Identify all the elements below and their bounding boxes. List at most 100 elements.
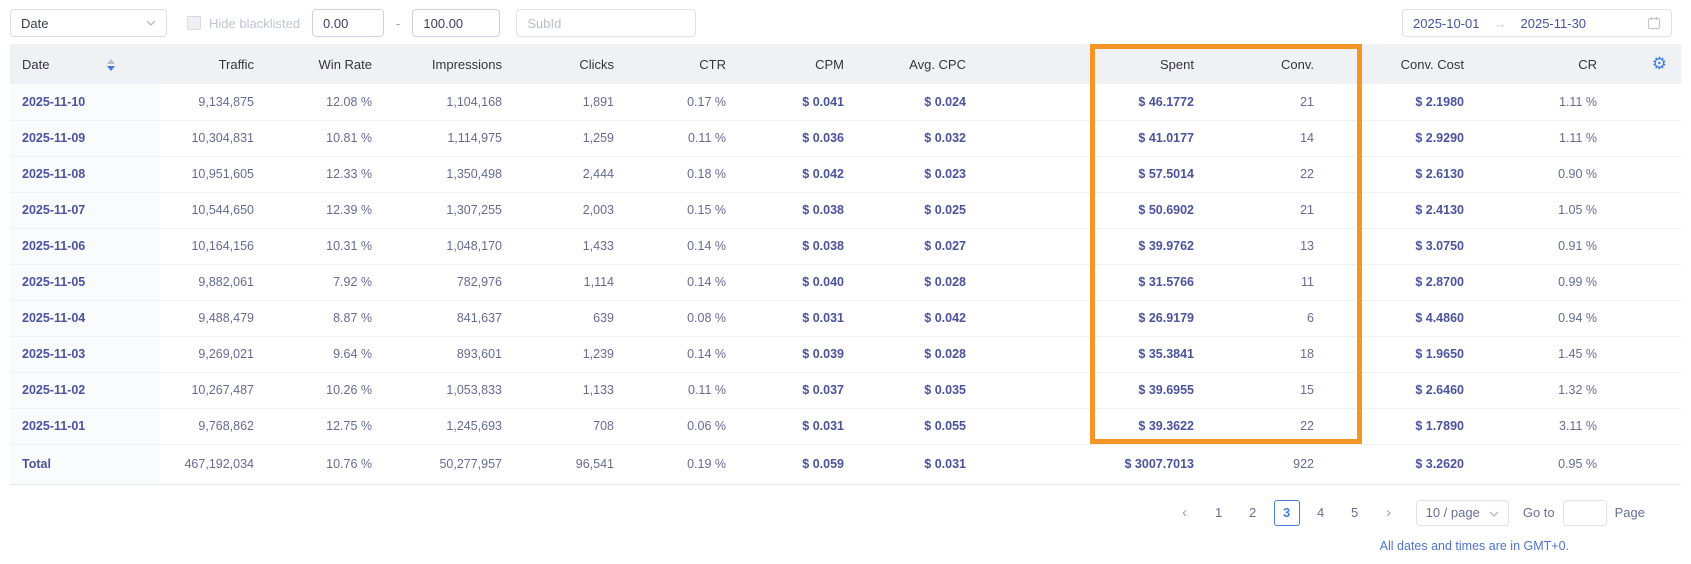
value-cell: 782,976 <box>396 264 526 301</box>
total-label: Total <box>10 443 160 485</box>
value-cell: 96,541 <box>526 443 638 485</box>
date-cell[interactable]: 2025-11-08 <box>10 156 160 193</box>
date-range-end[interactable]: 2025-11-30 <box>1520 15 1587 31</box>
next-page-icon[interactable]: › <box>1386 504 1392 521</box>
value-cell: 21 <box>1218 192 1338 229</box>
table-header: Date Traffic Win Rate Impressions Clicks CTR C… <box>10 44 1681 84</box>
value-cell: 1.11 % <box>1488 84 1621 121</box>
date-cell[interactable]: 2025-11-10 <box>10 84 160 121</box>
table-row: 2025-11-04 9,488,479 8.87 % 841,637 639 0.08 … <box>10 300 1681 337</box>
value-cell: 1,053,833 <box>396 372 526 409</box>
value-cell: 0.99 % <box>1488 264 1621 301</box>
page-button-5[interactable]: 5 <box>1350 505 1359 520</box>
value-cell: 1,048,170 <box>396 228 526 265</box>
sort-toggle-icon[interactable] <box>107 59 116 72</box>
value-cell: $ 2.4130 <box>1338 192 1488 229</box>
value-cell: $ 0.041 <box>750 84 868 121</box>
table-footer: Total 467,192,034 10.76 % 50,277,957 96,541 0… <box>10 443 1681 485</box>
date-cell[interactable]: 2025-11-01 <box>10 408 160 445</box>
value-cell: 1,891 <box>526 84 638 121</box>
value-cell: 2,003 <box>526 192 638 229</box>
subid-input[interactable] <box>516 9 697 37</box>
value-cell: 0.15 % <box>638 192 750 229</box>
value-cell: $ 2.8700 <box>1338 264 1488 301</box>
date-cell[interactable]: 2025-11-07 <box>10 192 160 229</box>
goto-label: Go to <box>1522 505 1555 520</box>
value-cell: $ 2.1980 <box>1338 84 1488 121</box>
value-cell: 639 <box>526 300 638 337</box>
value-cell: $ 0.040 <box>750 264 868 301</box>
value-cell: 0.06 % <box>638 408 750 445</box>
range-separator: - <box>396 15 401 31</box>
checkbox-box-icon[interactable] <box>187 16 201 30</box>
value-cell: $ 0.059 <box>750 443 868 485</box>
column-header-avg-cpc: Avg. CPC <box>868 44 990 84</box>
goto-page-input[interactable] <box>1562 499 1607 526</box>
value-cell: 893,601 <box>396 336 526 373</box>
value-cell: 21 <box>1218 84 1338 121</box>
date-cell[interactable]: 2025-11-04 <box>10 300 160 337</box>
value-cell: $ 2.6460 <box>1338 372 1488 409</box>
page-size-select[interactable]: 10 / page <box>1415 499 1509 526</box>
value-cell: $ 26.9179 <box>990 300 1218 337</box>
date-range-start[interactable]: 2025-10-01 <box>1413 15 1480 31</box>
value-cell: 1,114 <box>526 264 638 301</box>
column-header-traffic: Traffic <box>160 44 278 84</box>
column-header-date[interactable]: Date <box>10 44 160 84</box>
date-cell[interactable]: 2025-11-05 <box>10 264 160 301</box>
value-cell: 1.05 % <box>1488 192 1621 229</box>
value-cell: 0.08 % <box>638 300 750 337</box>
value-cell: $ 0.036 <box>750 120 868 157</box>
prev-page-icon[interactable]: ‹ <box>1182 504 1188 521</box>
value-cell: 0.11 % <box>638 120 750 157</box>
value-cell: 10,164,156 <box>160 228 278 265</box>
value-cell: 0.19 % <box>638 443 750 485</box>
arrow-right-icon: → <box>1493 15 1507 31</box>
page-button-2[interactable]: 2 <box>1248 505 1257 520</box>
value-cell: $ 2.9290 <box>1338 120 1488 157</box>
value-cell: 467,192,034 <box>160 443 278 485</box>
max-value-input[interactable] <box>412 9 501 37</box>
value-cell: 0.94 % <box>1488 300 1621 337</box>
value-cell: 0.91 % <box>1488 228 1621 265</box>
value-cell: 7.92 % <box>278 264 396 301</box>
settings-spacer-cell <box>1621 443 1681 485</box>
value-cell: 10,544,650 <box>160 192 278 229</box>
value-cell: 8.87 % <box>278 300 396 337</box>
value-cell: $ 4.4860 <box>1338 300 1488 337</box>
value-cell: 1.11 % <box>1488 120 1621 157</box>
value-cell: $ 0.031 <box>868 443 990 485</box>
date-cell[interactable]: 2025-11-03 <box>10 336 160 373</box>
value-cell: 10.81 % <box>278 120 396 157</box>
value-cell: 0.17 % <box>638 84 750 121</box>
value-cell: 0.11 % <box>638 372 750 409</box>
value-cell: 1,114,975 <box>396 120 526 157</box>
value-cell: $ 41.0177 <box>990 120 1218 157</box>
column-header-ctr: CTR <box>638 44 750 84</box>
value-cell: $ 0.038 <box>750 192 868 229</box>
group-by-select[interactable]: Date <box>10 9 167 37</box>
column-header-win-rate: Win Rate <box>278 44 396 84</box>
hide-blacklisted-checkbox[interactable]: Hide blacklisted <box>187 16 300 31</box>
value-cell: $ 46.1772 <box>990 84 1218 121</box>
value-cell: 0.18 % <box>638 156 750 193</box>
date-cell[interactable]: 2025-11-09 <box>10 120 160 157</box>
value-cell: 0.95 % <box>1488 443 1621 485</box>
filter-bar: Date Hide blacklisted - 2025-10-01 → 202… <box>0 0 1691 37</box>
min-value-input[interactable] <box>312 9 385 37</box>
value-cell: 10.31 % <box>278 228 396 265</box>
page-button-3[interactable]: 3 <box>1273 499 1300 526</box>
value-cell: 12.08 % <box>278 84 396 121</box>
column-header-cpm: CPM <box>750 44 868 84</box>
column-settings: ⚙ <box>1621 44 1681 84</box>
value-cell: 10.26 % <box>278 372 396 409</box>
page-button-1[interactable]: 1 <box>1214 505 1223 520</box>
value-cell: 22 <box>1218 156 1338 193</box>
settings-spacer-cell <box>1621 408 1681 445</box>
date-range-picker[interactable]: 2025-10-01 → 2025-11-30 <box>1402 9 1672 37</box>
date-cell[interactable]: 2025-11-02 <box>10 372 160 409</box>
page-button-4[interactable]: 4 <box>1316 505 1325 520</box>
value-cell: 10,304,831 <box>160 120 278 157</box>
date-cell[interactable]: 2025-11-06 <box>10 228 160 265</box>
gear-icon[interactable]: ⚙ <box>1651 54 1667 73</box>
